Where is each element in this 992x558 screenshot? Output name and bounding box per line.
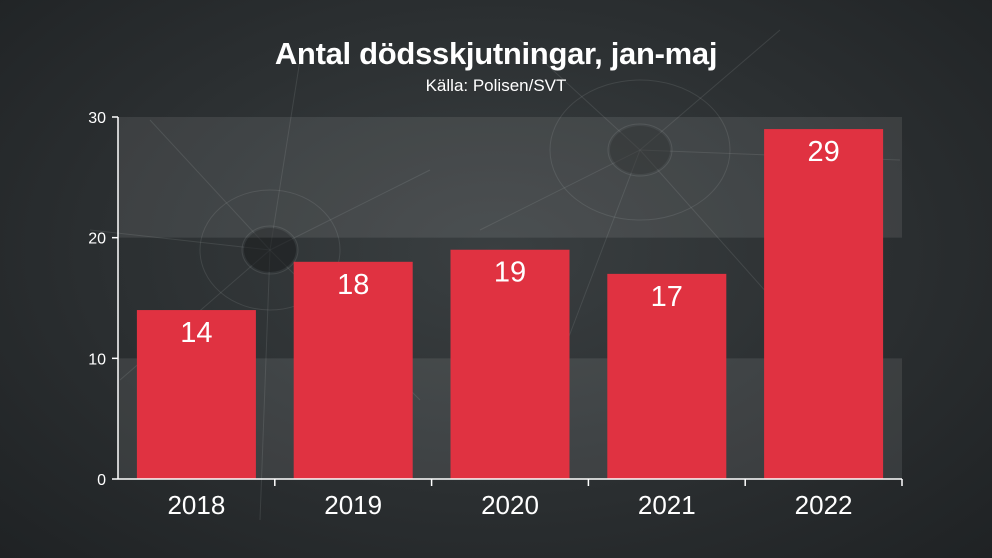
chart-subtitle: Källa: Polisen/SVT: [425, 76, 567, 95]
y-tick-label-20: 20: [88, 231, 106, 248]
data-label-2020: 19: [494, 257, 526, 289]
y-tick-label-0: 0: [97, 472, 106, 489]
x-tick-label-2020: 2020: [481, 490, 539, 520]
x-tick-label-2019: 2019: [324, 490, 382, 520]
data-label-2022: 29: [807, 136, 839, 168]
x-tick-label-2018: 2018: [167, 490, 225, 520]
data-label-2021: 17: [651, 281, 683, 313]
data-label-2018: 14: [180, 317, 212, 349]
bar-2019: [293, 261, 413, 479]
y-tick-label-10: 10: [88, 351, 106, 368]
bar-2018: [136, 310, 256, 479]
chart-title: Antal dödsskjutningar, jan-maj: [274, 36, 718, 71]
x-tick-label-2022: 2022: [795, 490, 853, 520]
data-label-2019: 18: [337, 269, 369, 301]
bar-2020: [450, 249, 570, 479]
x-tick-label-2021: 2021: [638, 490, 696, 520]
bar-2021: [607, 273, 727, 479]
bar-2022: [764, 129, 884, 480]
y-tick-label-30: 30: [88, 110, 106, 127]
